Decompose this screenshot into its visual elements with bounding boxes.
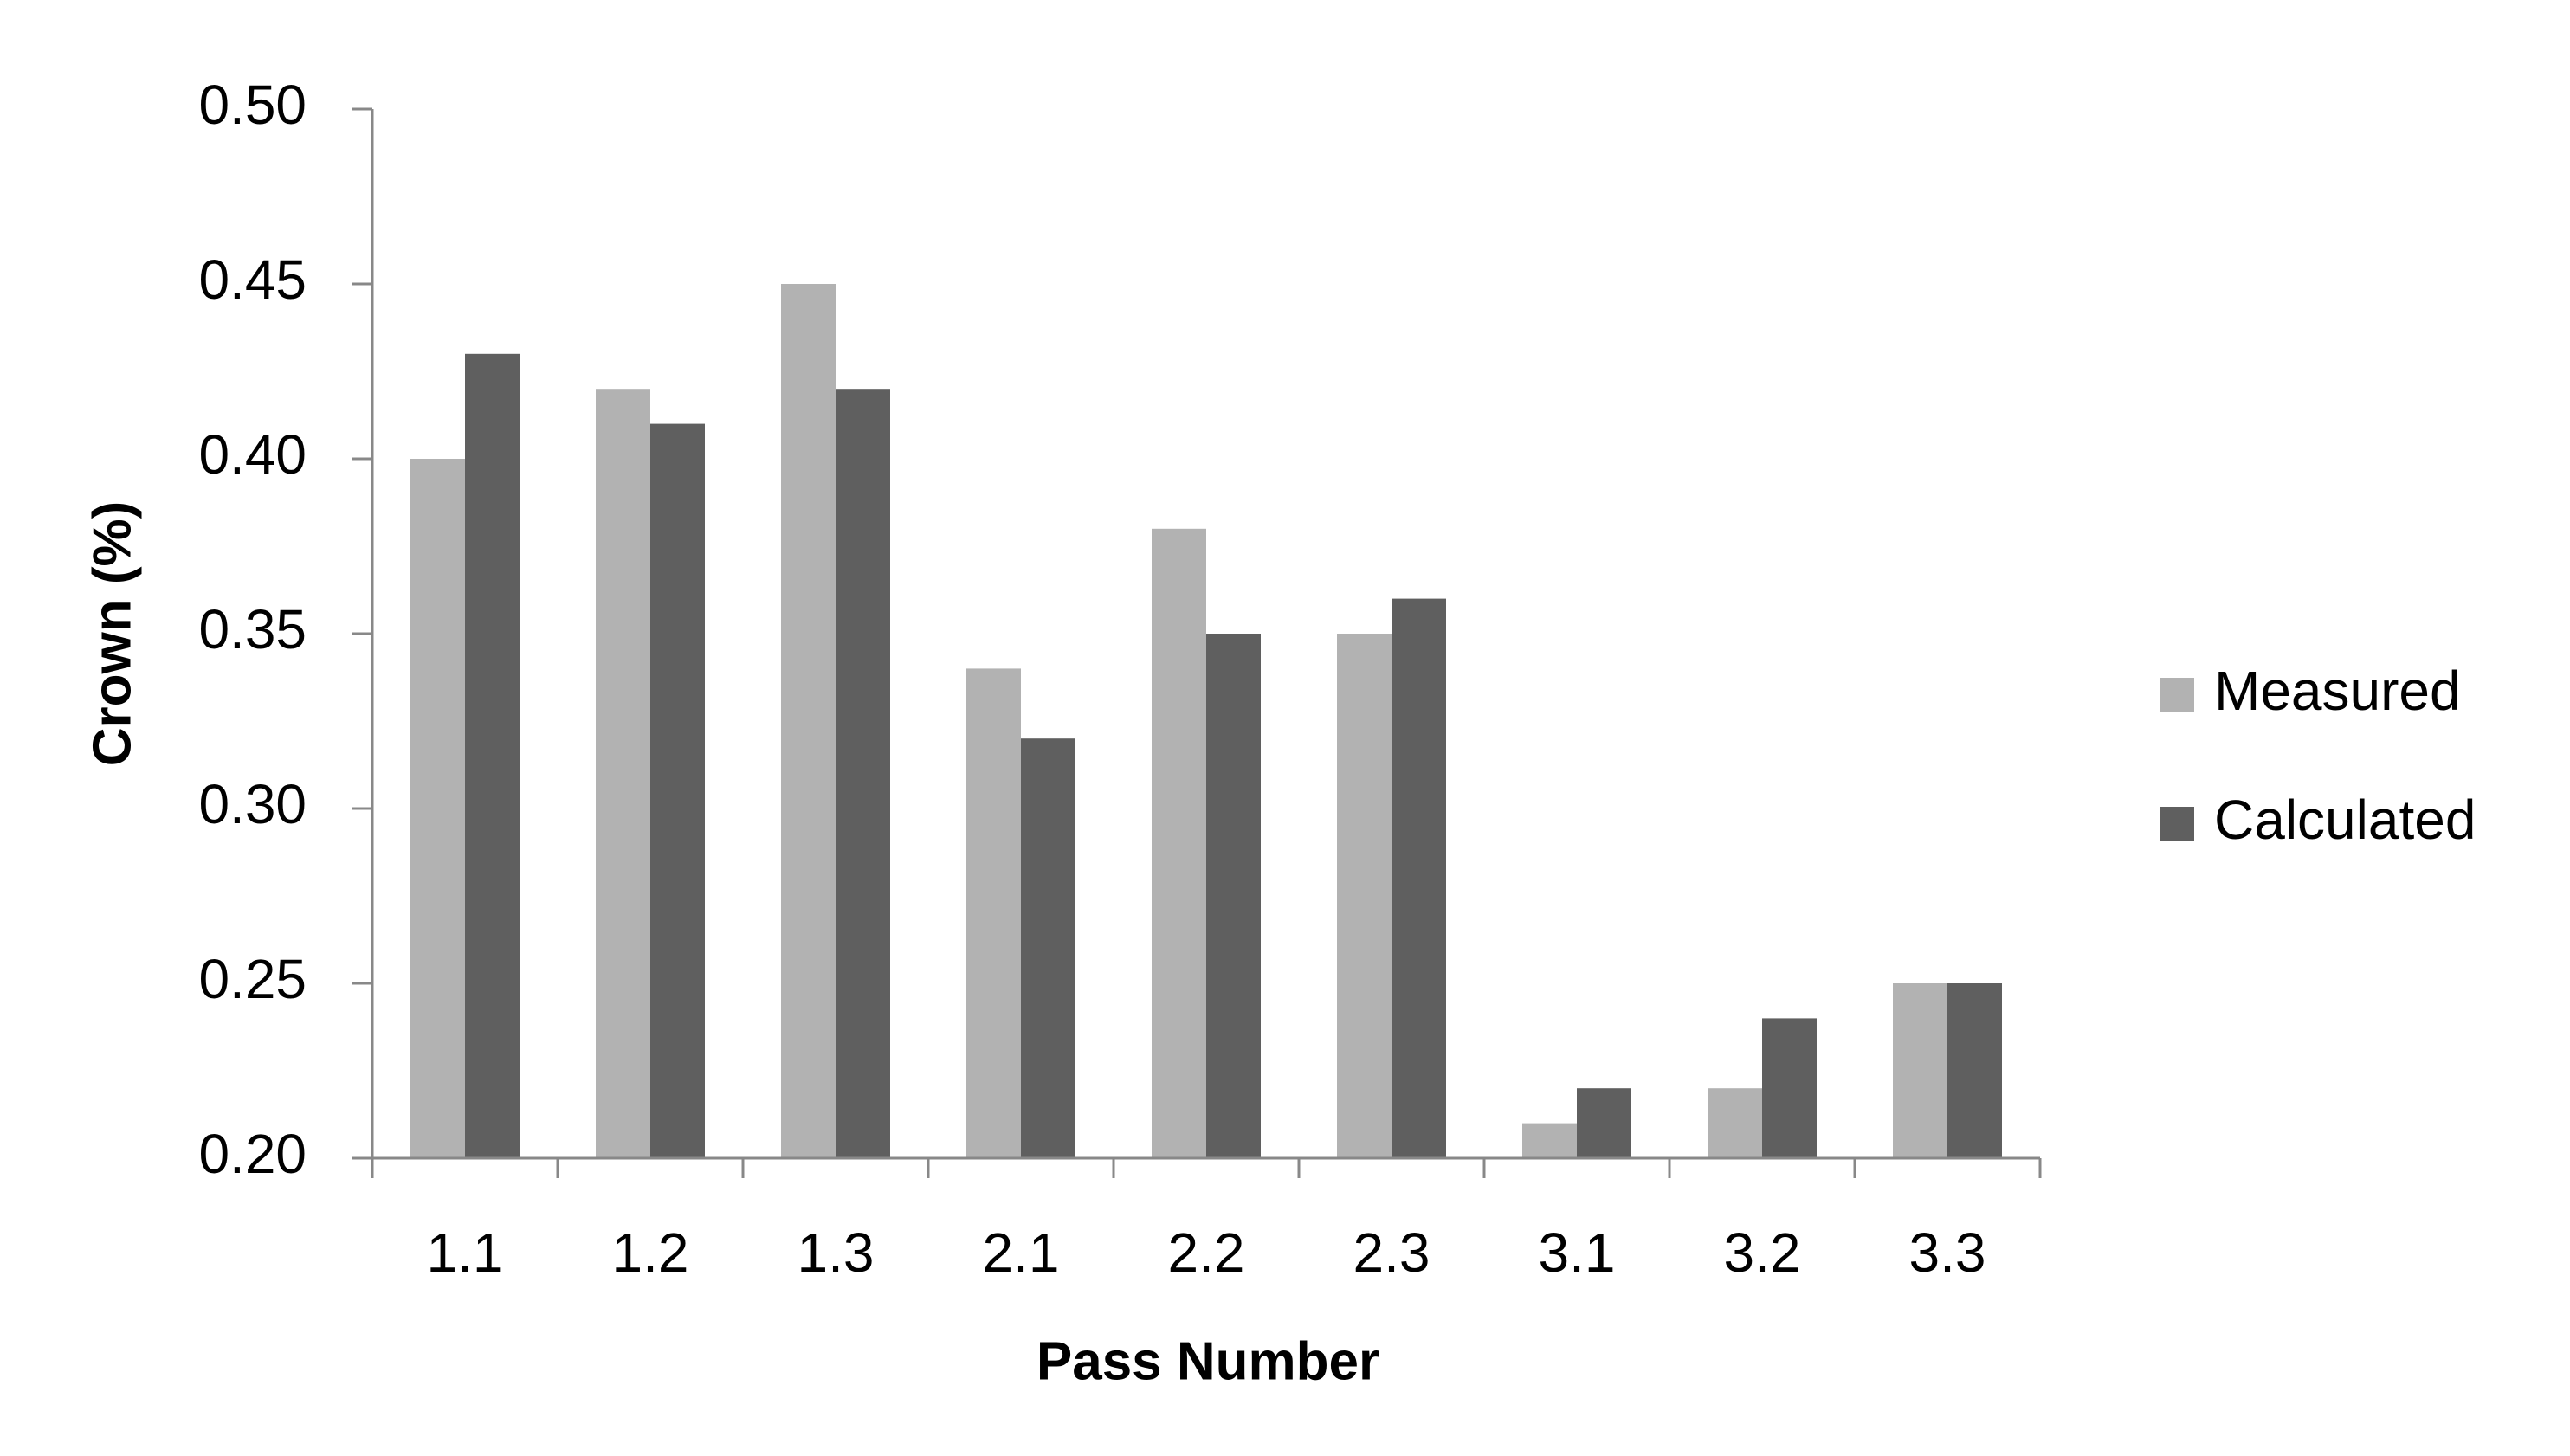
bar xyxy=(1708,1088,1762,1158)
bar xyxy=(1762,1018,1817,1158)
x-tick-label: 2.1 xyxy=(983,1221,1060,1284)
bar xyxy=(966,668,1021,1158)
bar xyxy=(1947,983,2002,1158)
y-tick-label: 0.45 xyxy=(198,248,307,311)
y-tick-label: 0.35 xyxy=(198,598,307,660)
y-axis-title: Crown (%) xyxy=(82,501,142,767)
bar xyxy=(650,423,705,1159)
bar xyxy=(410,459,465,1158)
y-tick-label: 0.30 xyxy=(198,773,307,835)
x-axis-title: Pass Number xyxy=(1036,1331,1379,1391)
x-tick-label: 3.1 xyxy=(1539,1221,1616,1284)
y-tick-label: 0.40 xyxy=(198,423,307,486)
bar xyxy=(596,389,650,1158)
x-tick-label: 1.2 xyxy=(612,1221,689,1284)
bar xyxy=(836,389,890,1158)
bar xyxy=(781,284,836,1158)
x-tick-label: 1.3 xyxy=(797,1221,875,1284)
y-tick-label: 0.20 xyxy=(198,1123,307,1185)
bar xyxy=(1522,1123,1577,1158)
legend-label: Measured xyxy=(2214,660,2461,722)
legend-label: Calculated xyxy=(2214,789,2476,851)
bar xyxy=(1021,738,1075,1158)
bar xyxy=(1152,528,1206,1158)
y-tick-label: 0.25 xyxy=(198,948,307,1010)
x-tick-label: 3.2 xyxy=(1724,1221,1801,1284)
bar xyxy=(1206,634,1261,1158)
y-tick-label: 0.50 xyxy=(198,74,307,136)
bar xyxy=(1577,1088,1631,1158)
bar xyxy=(465,353,520,1158)
legend-swatch xyxy=(2160,678,2194,712)
bar xyxy=(1392,598,1446,1158)
x-tick-label: 3.3 xyxy=(1909,1221,1986,1284)
x-tick-label: 2.2 xyxy=(1168,1221,1245,1284)
x-tick-label: 2.3 xyxy=(1353,1221,1430,1284)
bar xyxy=(1893,983,1947,1158)
x-tick-label: 1.1 xyxy=(427,1221,504,1284)
bar xyxy=(1337,634,1392,1158)
legend-swatch xyxy=(2160,807,2194,841)
